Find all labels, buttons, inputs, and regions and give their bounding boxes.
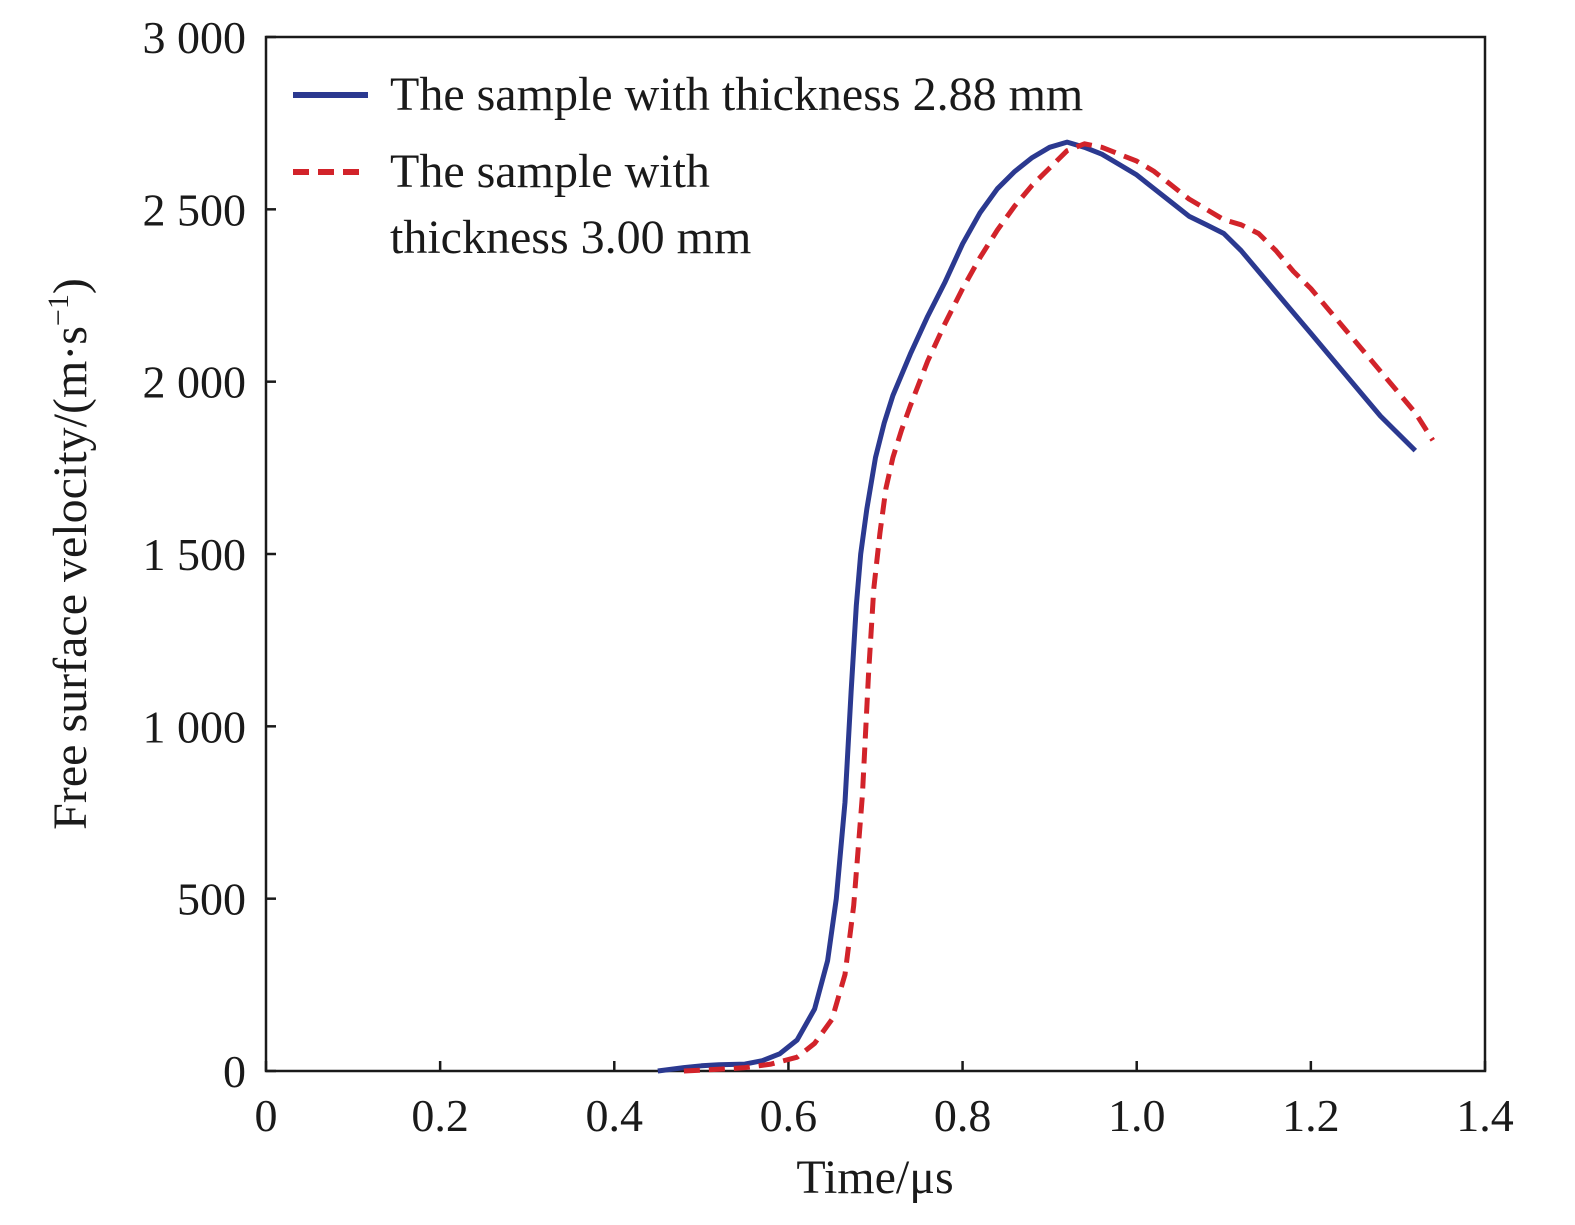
x-axis-ticks: 0 0.2 0.4 0.6 0.8 1.0 1.2 1.4 [255, 1061, 1514, 1141]
legend-label-3-00mm: The sample with thickness 3.00 mm [390, 145, 751, 264]
legend-label-2-88mm: The sample with thickness 2.88 mm [390, 68, 1083, 121]
x-tick-label: 1.0 [1108, 1090, 1166, 1141]
y-axis-title-main: Free surface velocity/(m·s [44, 326, 97, 830]
x-tick-label: 0.2 [411, 1090, 469, 1141]
x-tick-label: 1.4 [1456, 1090, 1514, 1141]
x-tick-label: 0.8 [934, 1090, 992, 1141]
y-axis-title: Free surface velocity/(m·s−1) [42, 278, 97, 830]
series-line-3-00mm [683, 141, 1435, 1074]
legend-label-3-00mm-line2: thickness 3.00 mm [390, 211, 751, 264]
series-line-2-88mm [657, 139, 1418, 1074]
y-axis-ticks: 0 500 1 000 1 500 2 000 2 500 3 000 [143, 12, 276, 1097]
series-layer [657, 139, 1435, 1074]
y-tick-label: 1 000 [143, 701, 247, 752]
legend-label-3-00mm-line1: The sample with [390, 145, 710, 198]
x-tick-label: 0.6 [760, 1090, 818, 1141]
x-tick-label: 0.4 [586, 1090, 644, 1141]
y-tick-label: 1 500 [143, 529, 247, 580]
y-tick-label: 0 [223, 1046, 246, 1097]
legend: The sample with thickness 2.88 mm The sa… [293, 68, 1083, 264]
y-axis-title-suffix: ) [44, 278, 97, 294]
y-tick-label: 2 500 [143, 184, 247, 235]
y-tick-label: 3 000 [143, 12, 247, 63]
x-tick-label: 0 [255, 1090, 278, 1141]
x-axis-title: Time/μs [796, 1151, 953, 1204]
y-tick-label: 2 000 [143, 357, 247, 408]
y-axis-title-superscript: −1 [42, 294, 75, 326]
x-tick-label: 1.2 [1282, 1090, 1340, 1141]
y-tick-label: 500 [177, 874, 246, 925]
